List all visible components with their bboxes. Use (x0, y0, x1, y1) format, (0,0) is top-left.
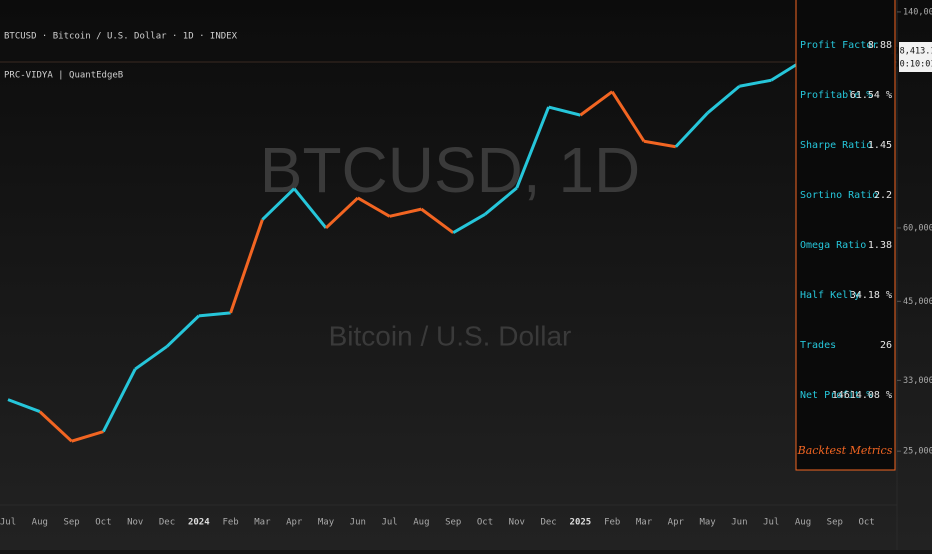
x-tick-label: May (699, 518, 716, 528)
price-segment (389, 207, 422, 218)
price-segment (643, 139, 677, 149)
x-tick-label: Oct (477, 518, 493, 528)
metric-value: 61.54 % (850, 90, 892, 101)
metric-value: -18.14 % (844, 0, 892, 1)
metric-value: 14614.08 % (832, 390, 892, 401)
metric-name: Omega Ratio (800, 240, 866, 251)
x-tick-label: Mar (254, 518, 271, 528)
price-segment (134, 345, 168, 371)
x-tick-label: Apr (668, 518, 685, 528)
metric-name: Entro Trade Max DD (800, 0, 908, 1)
price-segment (229, 219, 264, 314)
price-segment (198, 311, 231, 318)
x-tick-label: Nov (127, 518, 143, 528)
price-segment (452, 213, 486, 234)
metric-name: Sortino Ratio (800, 190, 878, 201)
price-segment (739, 78, 772, 88)
x-tick-label: Feb (604, 518, 620, 528)
watermark-subtitle: Bitcoin / U.S. Dollar (329, 320, 572, 351)
x-tick-label: Jul (763, 518, 779, 528)
x-tick-label: May (318, 518, 335, 528)
countdown: 10:10:01 (895, 60, 932, 70)
y-tick-label: 45,000.00 (903, 297, 932, 307)
metric-value: 1.45 (868, 140, 892, 151)
metric-name: Profitable % (800, 90, 872, 101)
metric-value: 8.88 (868, 40, 892, 51)
x-tick-label: Aug (795, 518, 811, 528)
price-segment (324, 196, 359, 230)
x-tick-label: Apr (286, 518, 303, 528)
price-tag: 118,413.14 (889, 47, 932, 57)
price-segment (579, 90, 614, 117)
price-segment (357, 196, 391, 218)
x-tick-label: Jun (731, 518, 747, 528)
x-tick-label: Dec (159, 518, 175, 528)
x-tick-label: Dec (540, 518, 556, 528)
metric-name: Half Kelly (800, 290, 860, 301)
metrics-table: Backtest Metrics Entro Trade Max DD-18.1… (795, 0, 908, 471)
x-tick-label: Jun (350, 518, 366, 528)
price-tag-box (899, 42, 932, 72)
x-tick-label: Aug (413, 518, 429, 528)
price-segment (610, 90, 646, 143)
x-tick-label: Feb (222, 518, 238, 528)
price-segment (261, 187, 296, 221)
y-tick-label: 25,000.00 (903, 447, 932, 457)
watermark-title: BTCUSD, 1D (260, 134, 641, 206)
price-segment (38, 410, 73, 443)
metric-name: Profit Factor (800, 40, 878, 51)
x-tick-label: Jul (381, 518, 397, 528)
x-tick-label: Jul (0, 518, 16, 528)
metric-value: 26 (880, 340, 892, 351)
price-segment (71, 430, 104, 443)
price-segment (674, 111, 709, 148)
metric-value: 2.2 (874, 190, 892, 201)
metric-name: Trades (800, 340, 836, 351)
x-tick-label: 2024 (188, 518, 210, 528)
metric-value: 34.18 % (850, 290, 892, 301)
metric-name: Sharpe Ratio (800, 140, 872, 151)
price-segment (7, 398, 41, 413)
x-tick-label: Mar (636, 518, 653, 528)
table-frame (795, 0, 896, 471)
price-segment (165, 314, 200, 348)
x-tick-label: Oct (95, 518, 111, 528)
price-segment (293, 187, 328, 229)
price-segment (484, 186, 518, 216)
price-segment (420, 207, 455, 234)
price-segment (102, 368, 137, 433)
indicator-label: PRC-VIDYA | QuantEdgeB (4, 71, 123, 81)
x-tick-label: Nov (509, 518, 525, 528)
x-tick-label: Aug (32, 518, 48, 528)
price-segment (706, 85, 741, 115)
price-segment (548, 105, 581, 117)
symbol-title: BTCUSD · Bitcoin / U.S. Dollar · 1D · IN… (4, 32, 238, 42)
x-tick-label: 2025 (570, 518, 592, 528)
x-tick-label: Oct (858, 518, 874, 528)
x-tick-label: Sep (827, 518, 843, 528)
y-tick-label: 60,000.00 (903, 223, 932, 233)
metric-value: 1.38 (868, 240, 892, 251)
price-segment (515, 106, 550, 189)
y-tick-label: 140,000.00 (903, 7, 932, 17)
x-tick-label: Sep (63, 518, 79, 528)
table-footer: Backtest Metrics (797, 444, 893, 457)
metric-name: Net Profit % (800, 390, 872, 401)
y-tick-label: 33,000.00 (903, 376, 932, 386)
x-tick-label: Sep (445, 518, 461, 528)
plot (7, 59, 804, 443)
